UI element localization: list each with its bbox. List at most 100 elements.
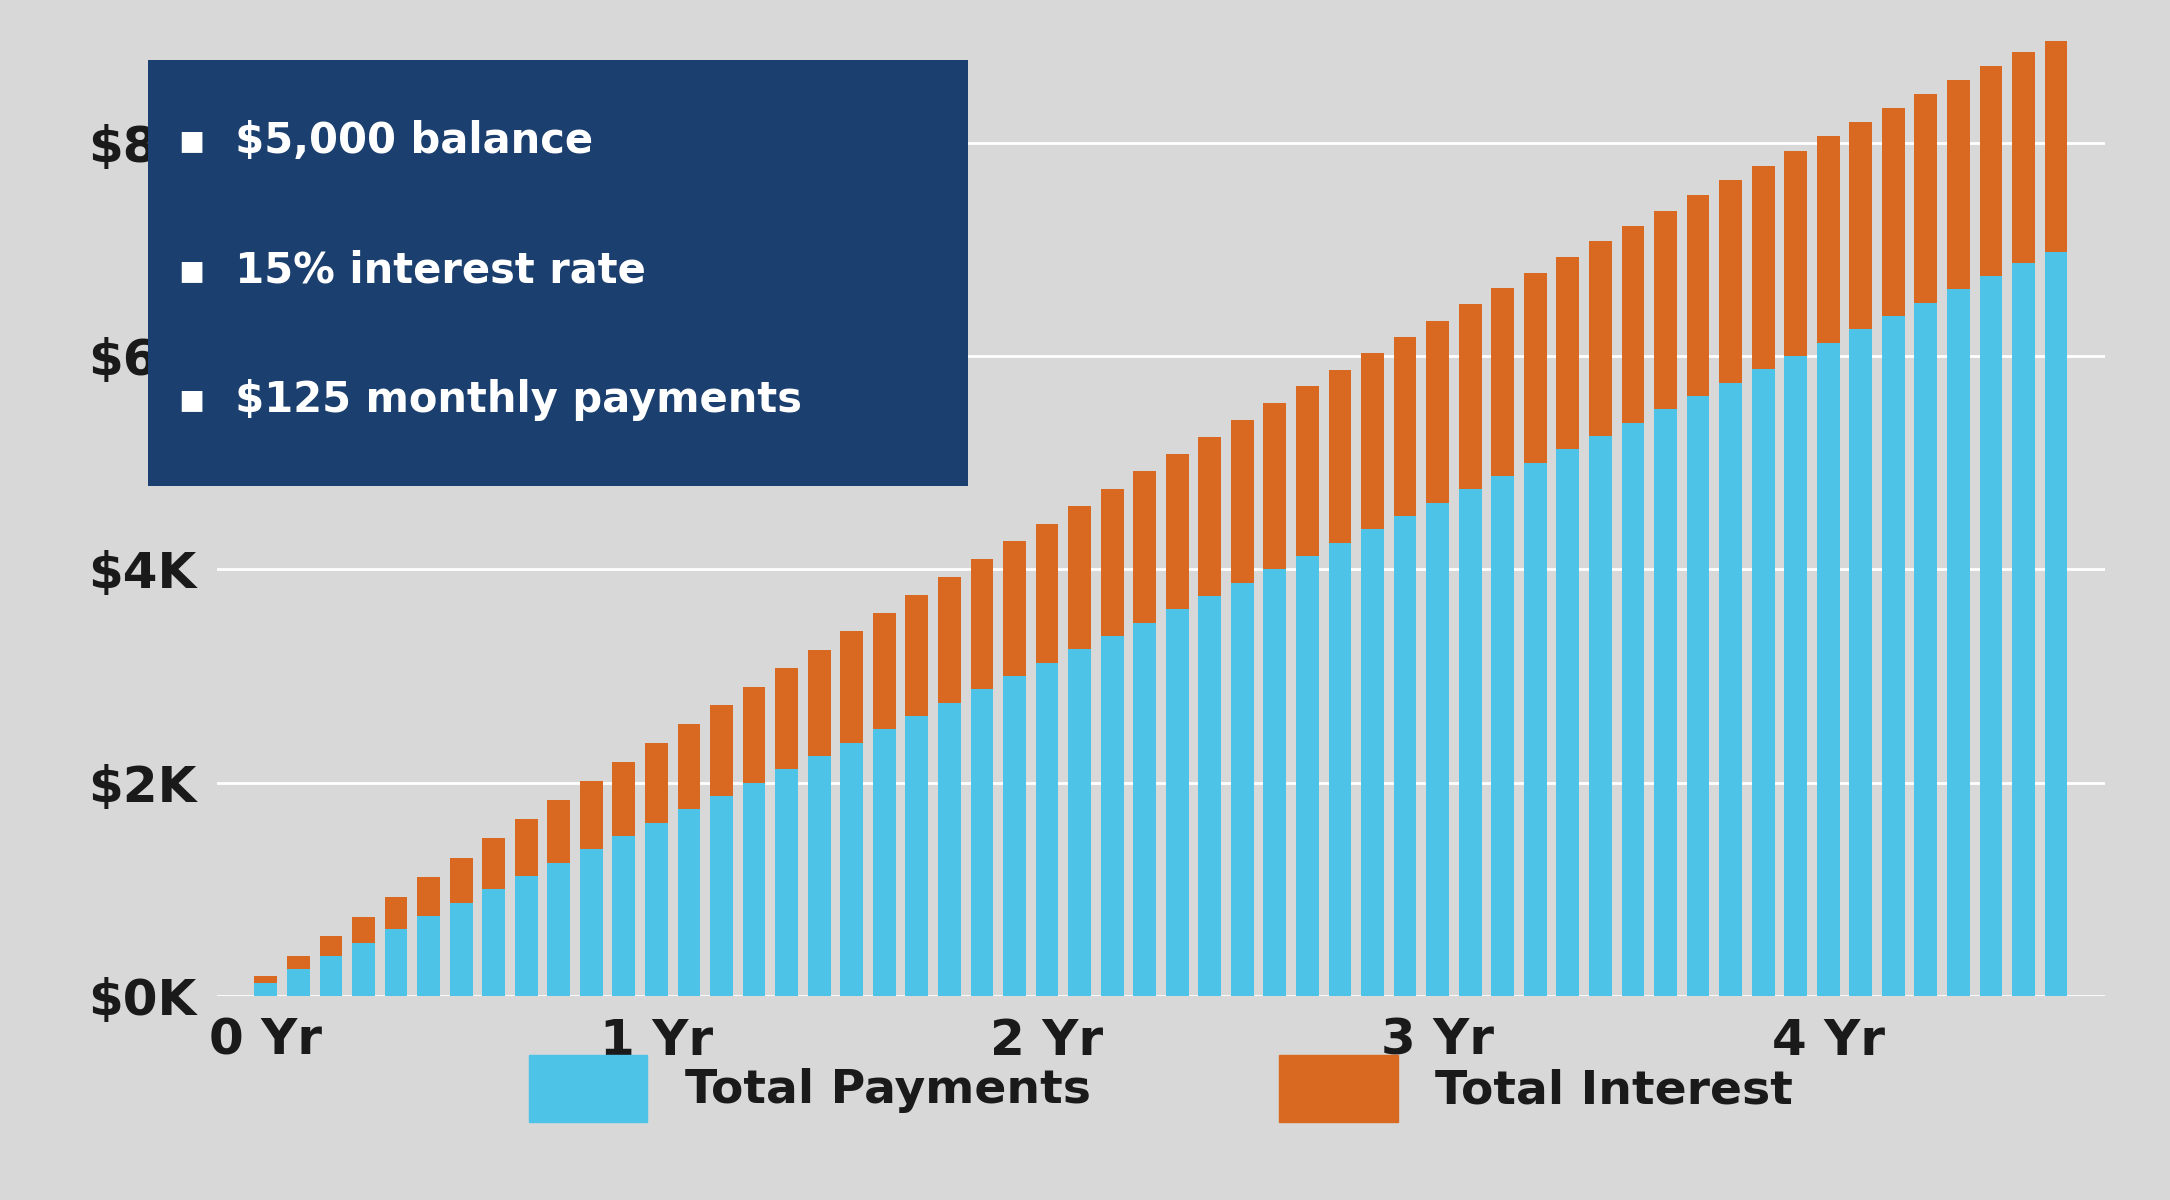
Bar [1914,302,1938,996]
Bar [1491,476,1515,996]
Bar [1686,396,1710,996]
Bar [1654,409,1677,996]
Bar [1295,556,1319,996]
Bar [1881,316,1905,996]
Bar [1979,66,2003,276]
Bar [1230,583,1254,996]
Bar [1719,180,1743,383]
Bar [1686,196,1710,396]
Bar [254,976,278,983]
Bar [1816,343,1840,996]
Bar [547,800,571,863]
Bar [1523,272,1547,463]
Bar [579,781,603,850]
Bar [254,983,278,996]
Bar [1654,210,1677,409]
Bar [482,889,506,996]
Bar [1165,610,1189,996]
Bar [1621,226,1645,422]
Bar [2044,252,2068,996]
Bar [1719,383,1743,996]
Bar [2012,263,2035,996]
Bar [644,823,668,996]
Bar [872,613,896,730]
Bar [286,970,310,996]
Bar [840,743,864,996]
Text: ▪  $5,000 balance: ▪ $5,000 balance [178,120,592,162]
Bar [710,706,733,796]
Bar [2044,41,2068,252]
Bar [1621,422,1645,996]
Bar [319,956,343,996]
Bar [514,876,538,996]
Bar [1784,151,1808,356]
Bar [1263,569,1287,996]
Bar [1556,257,1580,449]
Bar [1751,370,1775,996]
Bar [1426,320,1450,503]
Bar [1003,676,1026,996]
Bar [417,916,441,996]
Bar [579,850,603,996]
Bar [612,836,636,996]
Bar [840,631,864,743]
Bar [807,756,831,996]
Bar [1100,488,1124,636]
Bar [1328,542,1352,996]
Bar [449,858,473,902]
Bar [1458,490,1482,996]
Bar [1393,337,1417,516]
Bar [1165,454,1189,610]
Bar [1458,305,1482,490]
Bar [352,943,375,996]
Bar [1263,403,1287,569]
Bar [1881,108,1905,316]
Bar [417,877,441,916]
Bar [1979,276,2003,996]
Bar [1751,166,1775,370]
Bar [677,809,701,996]
Bar [1361,353,1384,529]
Bar [514,820,538,876]
Bar [677,724,701,809]
Text: ▪  15% interest rate: ▪ 15% interest rate [178,250,647,292]
Bar [1556,449,1580,996]
Bar [612,762,636,836]
Bar [1230,420,1254,583]
Bar [1393,516,1417,996]
Bar [1133,472,1157,623]
Bar [644,743,668,823]
Bar [1068,506,1092,649]
Bar [1784,356,1808,996]
Bar [286,956,310,970]
Bar [1523,463,1547,996]
Bar [1588,241,1612,436]
Bar [1198,437,1222,596]
Text: ▪  $125 monthly payments: ▪ $125 monthly payments [178,379,803,421]
Bar [1849,122,1873,329]
Bar [710,796,733,996]
Bar [1100,636,1124,996]
Bar [449,902,473,996]
Bar [1133,623,1157,996]
Bar [1946,79,1970,289]
Bar [937,577,961,703]
Bar [775,769,799,996]
Bar [1816,137,1840,343]
Bar [742,782,766,996]
Bar [905,716,929,996]
Bar [1491,288,1515,476]
Bar [352,917,375,943]
Bar [1946,289,1970,996]
Bar [547,863,571,996]
Bar [1361,529,1384,996]
Bar [1035,662,1059,996]
Bar [384,896,408,929]
Bar [1295,386,1319,556]
Bar [1003,541,1026,676]
Bar [905,595,929,716]
Bar [1068,649,1092,996]
Bar [970,559,994,689]
Bar [1328,370,1352,542]
Legend: Total Payments, Total Interest: Total Payments, Total Interest [510,1036,1812,1140]
